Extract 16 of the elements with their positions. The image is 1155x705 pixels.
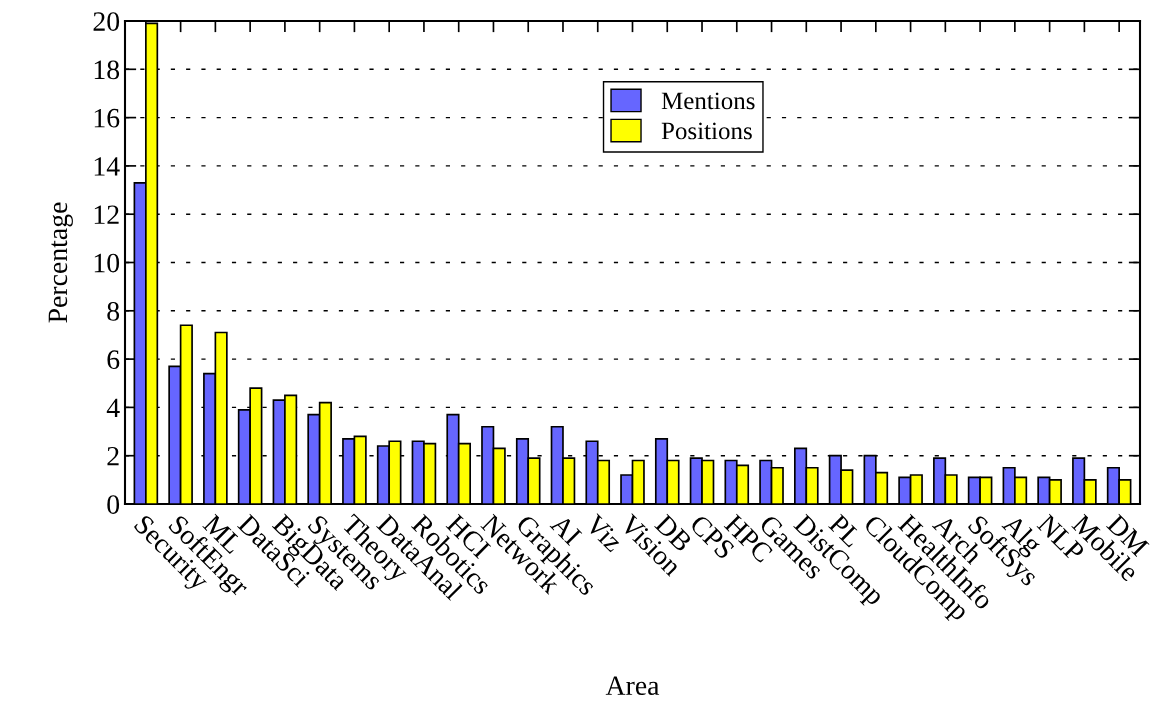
y-tick-label: 6	[107, 350, 120, 370]
y-axis-title: Percentage	[48, 202, 73, 323]
legend-label: Positions	[661, 122, 752, 140]
y-tick-label: 8	[107, 301, 120, 321]
y-tick-label: 12	[94, 205, 119, 224]
y-tick-label: 14	[94, 157, 120, 176]
y-tick-label: 10	[94, 253, 120, 273]
y-tick-label: 2	[107, 446, 119, 466]
x-tick-label: Viz	[584, 513, 624, 553]
x-axis-title: Area	[605, 676, 660, 696]
y-tick-label: 18	[94, 60, 120, 80]
legend-label: Mentions	[661, 92, 755, 110]
y-tick-label: 20	[93, 12, 120, 31]
y-tick-label: 0	[107, 495, 120, 514]
y-tick-label: 4	[106, 398, 120, 418]
y-tick-label: 16	[94, 108, 120, 128]
